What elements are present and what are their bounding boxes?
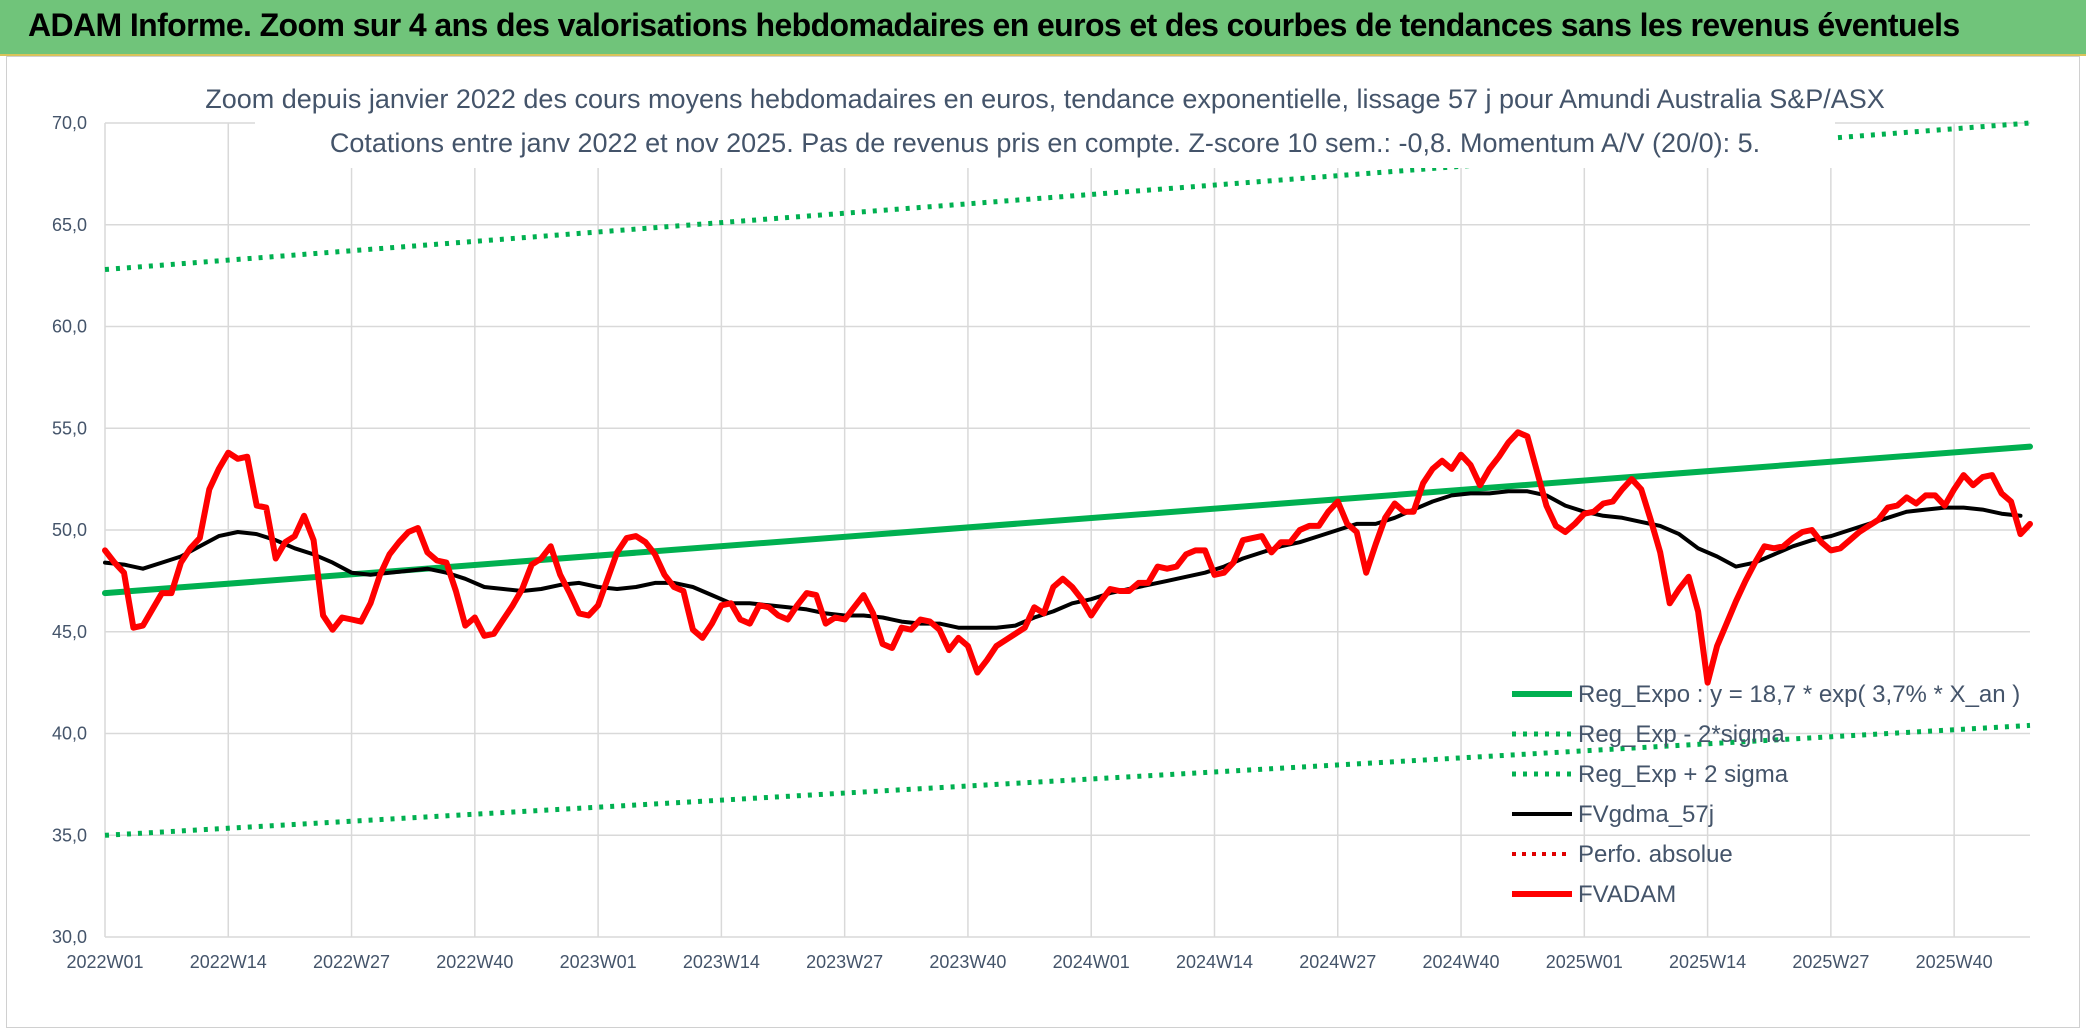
x-tick-label: 2023W40	[929, 952, 1006, 972]
y-tick-label: 50,0	[52, 520, 87, 540]
legend-label: FVgdma_57j	[1578, 801, 1714, 828]
x-tick-label: 2022W14	[190, 952, 267, 972]
chart-legend: Reg_Expo : y = 18,7 * exp( 3,7% * X_an )…	[1512, 681, 2020, 908]
report-title: ADAM Informe. Zoom sur 4 ans des valoris…	[28, 7, 1960, 43]
legend-label: Reg_Exp - 2*sigma	[1578, 721, 1785, 748]
x-tick-label: 2024W01	[1053, 952, 1130, 972]
series-fvgdma-57j	[103, 489, 2023, 630]
chart-gridlines	[104, 122, 2030, 938]
legend-label: Reg_Exp + 2 sigma	[1578, 761, 1789, 788]
y-tick-label: 30,0	[52, 927, 87, 947]
legend-label: FVADAM	[1578, 881, 1676, 908]
x-tick-label: 2024W14	[1176, 952, 1253, 972]
series-fvadam	[102, 429, 2033, 686]
x-tick-label: 2022W40	[436, 952, 513, 972]
chart-title: Zoom depuis janvier 2022 des cours moyen…	[205, 84, 1885, 114]
series-reg-minus-2sigma	[104, 722, 2031, 838]
x-tick-label: 2024W40	[1423, 952, 1500, 972]
x-tick-label: 2025W01	[1546, 952, 1623, 972]
y-tick-label: 55,0	[52, 418, 87, 438]
x-tick-label: 2025W14	[1669, 952, 1746, 972]
x-tick-label: 2025W40	[1916, 952, 1993, 972]
y-tick-label: 45,0	[52, 622, 87, 642]
x-tick-label: 2023W01	[560, 952, 637, 972]
y-tick-label: 35,0	[52, 825, 87, 845]
x-tick-label: 2022W01	[66, 952, 143, 972]
legend-label: Reg_Expo : y = 18,7 * exp( 3,7% * X_an )	[1578, 681, 2020, 708]
legend-label: Perfo. absolue	[1578, 841, 1733, 868]
x-tick-label: 2022W27	[313, 952, 390, 972]
chart-axes: 30,0 35,0 40,0 45,0 50,0 55,0 60,0 65,0 70,0 2022…	[52, 113, 1993, 972]
x-tick-label: 2025W27	[1792, 952, 1869, 972]
y-tick-label: 40,0	[52, 724, 87, 744]
y-tick-label: 70,0	[52, 113, 87, 133]
y-tick-label: 60,0	[52, 317, 87, 337]
chart-subtitle: Cotations entre janv 2022 et nov 2025. P…	[330, 128, 1760, 158]
x-tick-label: 2023W27	[806, 952, 883, 972]
x-tick-label: 2023W14	[683, 952, 760, 972]
y-tick-label: 65,0	[52, 215, 87, 235]
report-banner: ADAM Informe. Zoom sur 4 ans des valoris…	[0, 0, 2086, 56]
x-tick-label: 2024W27	[1299, 952, 1376, 972]
title-backdrop	[255, 78, 1835, 168]
